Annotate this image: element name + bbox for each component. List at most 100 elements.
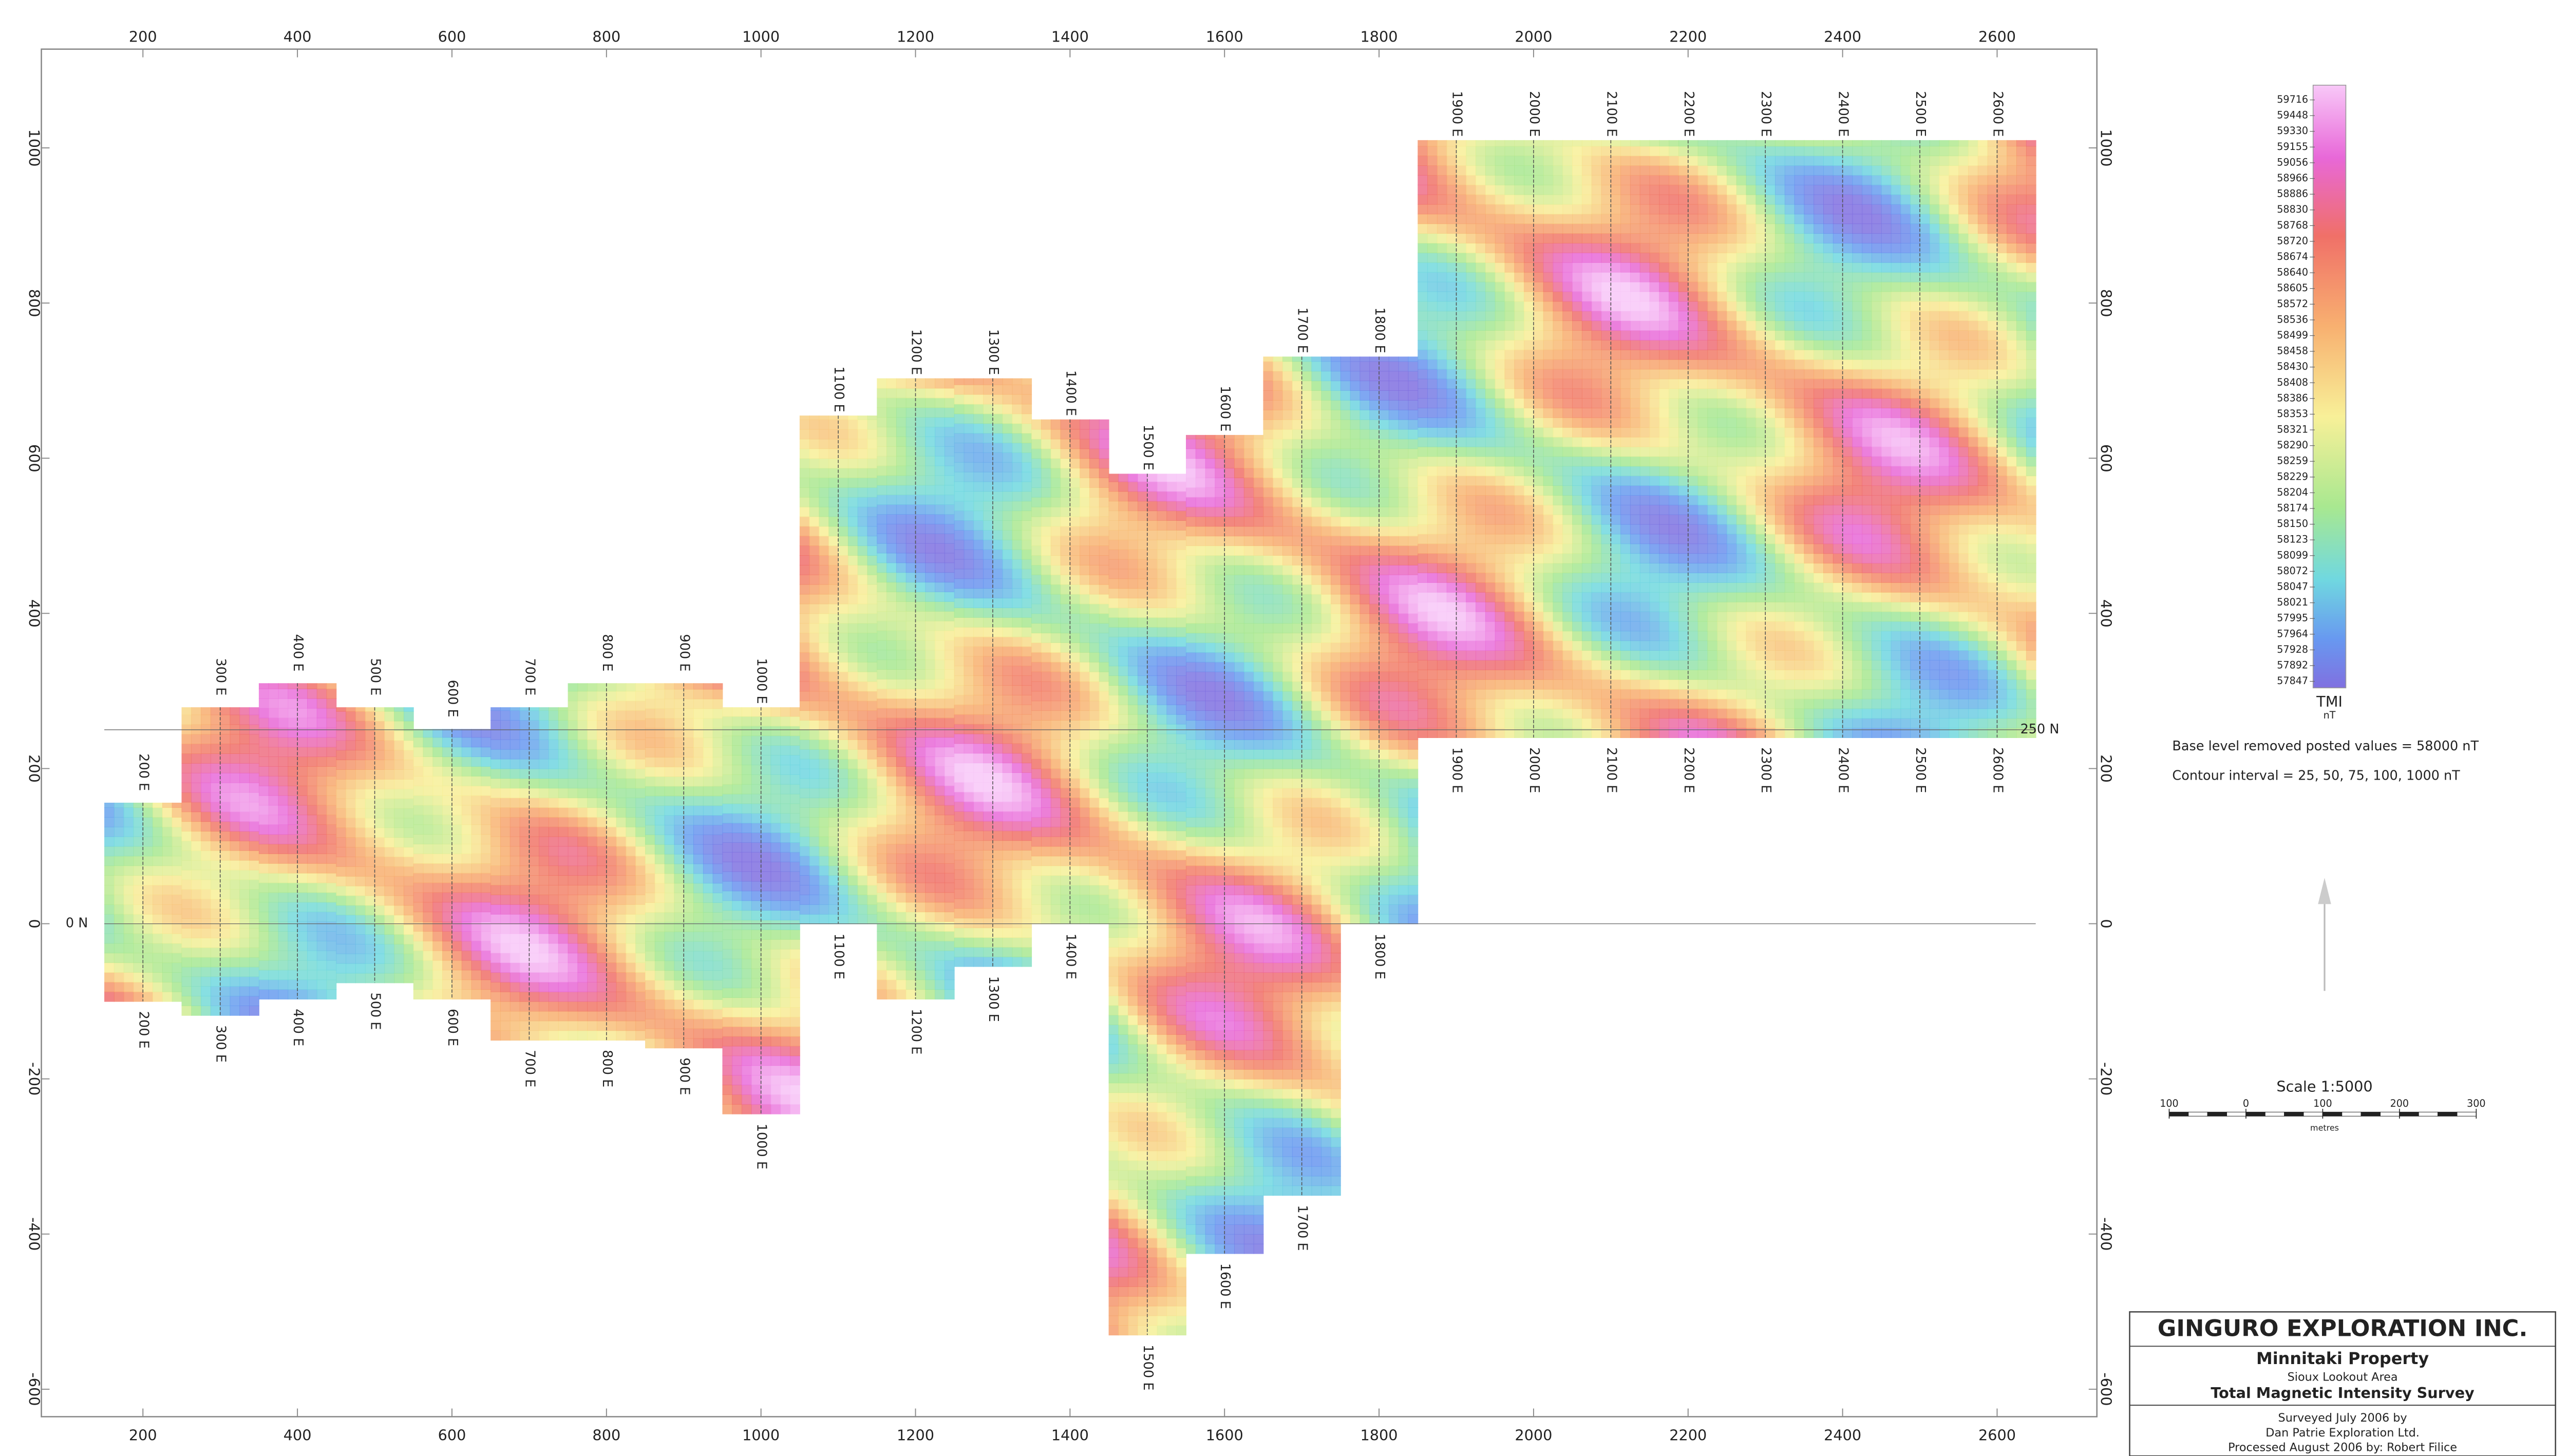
field-cell bbox=[1176, 608, 1186, 618]
field-cell bbox=[471, 844, 482, 854]
field-cell bbox=[423, 912, 433, 922]
field-cell bbox=[1147, 1257, 1158, 1268]
field-cell bbox=[722, 959, 732, 969]
field-cell bbox=[964, 937, 974, 948]
field-cell bbox=[819, 778, 829, 788]
field-cell bbox=[239, 841, 250, 851]
field-cell bbox=[191, 870, 201, 880]
field-cell bbox=[336, 847, 346, 857]
field-cell bbox=[1022, 879, 1032, 890]
field-cell bbox=[993, 821, 1003, 831]
field-cell bbox=[645, 796, 655, 806]
field-cell bbox=[568, 759, 578, 769]
field-cell bbox=[490, 788, 501, 798]
field-cell bbox=[1089, 584, 1100, 595]
field-cell bbox=[1070, 856, 1080, 866]
field-cell bbox=[916, 815, 926, 825]
field-cell bbox=[1061, 448, 1071, 459]
field-cell bbox=[790, 881, 800, 891]
field-cell bbox=[1147, 1247, 1158, 1258]
field-cell bbox=[1128, 1083, 1138, 1093]
field-cell bbox=[906, 543, 916, 554]
field-cell bbox=[838, 875, 848, 885]
field-cell bbox=[549, 768, 559, 779]
field-cell bbox=[828, 575, 839, 585]
field-cell bbox=[993, 782, 1003, 792]
field-cell bbox=[1118, 889, 1128, 899]
field-cell bbox=[1138, 860, 1148, 870]
field-cell bbox=[770, 1055, 781, 1066]
field-cell bbox=[800, 633, 810, 643]
field-cell bbox=[867, 468, 878, 478]
field-cell bbox=[549, 953, 559, 963]
field-cell bbox=[770, 842, 781, 853]
field-cell bbox=[1022, 647, 1032, 657]
survey-map: 200 E200 E300 E300 E400 E400 E500 E500 E… bbox=[0, 0, 2568, 1456]
field-cell bbox=[1118, 1102, 1128, 1112]
field-cell bbox=[1186, 710, 1196, 721]
field-cell bbox=[481, 931, 491, 941]
field-cell bbox=[394, 760, 404, 770]
field-cell bbox=[481, 786, 491, 796]
field-cell bbox=[549, 982, 559, 992]
field-cell bbox=[230, 821, 240, 831]
field-cell bbox=[1118, 1034, 1128, 1045]
field-cell bbox=[983, 637, 993, 647]
field-cell bbox=[355, 973, 366, 984]
field-cell bbox=[838, 603, 848, 614]
field-cell bbox=[1109, 724, 1119, 734]
field-cell bbox=[1003, 918, 1013, 928]
field-cell bbox=[993, 908, 1003, 918]
field-cell bbox=[577, 778, 588, 788]
field-cell bbox=[452, 854, 462, 864]
field-cell bbox=[153, 827, 163, 837]
field-cell bbox=[964, 733, 974, 744]
field-cell bbox=[577, 788, 588, 798]
field-cell bbox=[906, 659, 916, 670]
field-cell bbox=[983, 685, 993, 695]
field-cell bbox=[800, 865, 810, 876]
field-cell bbox=[993, 928, 1003, 938]
field-cell bbox=[993, 957, 1003, 967]
field-cell bbox=[1147, 763, 1158, 773]
field-cell bbox=[886, 398, 897, 408]
field-cell bbox=[1147, 1102, 1158, 1112]
field-cell bbox=[1022, 705, 1032, 715]
field-cell bbox=[404, 954, 414, 964]
field-cell bbox=[181, 928, 192, 938]
field-cell bbox=[1099, 798, 1109, 808]
field-cell bbox=[858, 885, 868, 895]
field-cell bbox=[722, 1007, 732, 1017]
field-cell bbox=[645, 708, 655, 718]
field-cell bbox=[317, 951, 327, 961]
field-cell bbox=[1118, 772, 1128, 783]
field-cell bbox=[1051, 710, 1061, 721]
field-cell bbox=[635, 875, 646, 885]
field-cell bbox=[1061, 497, 1071, 507]
field-cell bbox=[828, 420, 839, 430]
field-cell bbox=[1128, 986, 1138, 996]
field-cell bbox=[703, 805, 713, 816]
field-cell bbox=[471, 805, 482, 815]
field-cell bbox=[674, 912, 684, 922]
field-cell bbox=[1089, 633, 1100, 643]
field-cell bbox=[635, 1011, 646, 1022]
field-cell bbox=[114, 875, 124, 885]
field-cell bbox=[954, 462, 965, 472]
field-cell bbox=[336, 866, 346, 877]
field-cell bbox=[674, 960, 684, 971]
field-cell bbox=[104, 972, 115, 982]
field-cell bbox=[1176, 1112, 1186, 1122]
field-cell bbox=[896, 485, 907, 495]
field-cell bbox=[1166, 1102, 1177, 1112]
field-cell bbox=[1128, 879, 1138, 890]
field-cell bbox=[693, 708, 704, 718]
field-cell bbox=[211, 899, 221, 909]
field-cell bbox=[1166, 976, 1177, 987]
field-cell bbox=[780, 765, 790, 775]
field-cell bbox=[1166, 1073, 1177, 1083]
field-cell bbox=[1041, 448, 1051, 459]
field-cell bbox=[500, 707, 511, 711]
field-cell bbox=[1176, 995, 1186, 1006]
field-cell bbox=[1012, 743, 1023, 753]
